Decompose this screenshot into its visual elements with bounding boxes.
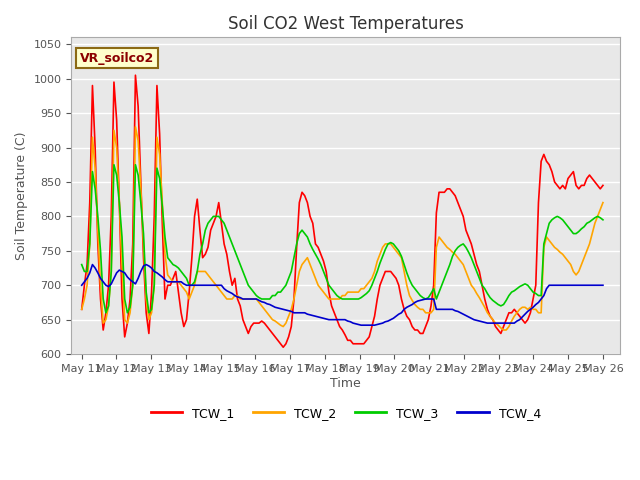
TCW_4 [548,282,556,288]
TCW_1 [108,214,115,219]
TCW_4 [220,286,228,291]
TCW_2 [529,306,537,312]
TCW_2 [355,289,362,295]
TCW_2 [548,241,556,247]
TCW_1 [494,327,502,333]
Legend: TCW_1, TCW_2, TCW_3, TCW_4: TCW_1, TCW_2, TCW_3, TCW_4 [146,402,546,424]
Y-axis label: Soil Temperature (C): Soil Temperature (C) [15,132,28,260]
X-axis label: Time: Time [330,377,361,390]
TCW_3 [599,217,607,223]
TCW_3 [529,289,537,295]
TCW_4 [110,276,118,281]
TCW_3 [494,301,502,307]
Line: TCW_2: TCW_2 [82,127,603,330]
TCW_3 [223,227,230,233]
Title: Soil CO2 West Temperatures: Soil CO2 West Temperatures [228,15,464,33]
TCW_2 [132,124,140,130]
TCW_1 [529,296,537,302]
TCW_3 [548,217,556,223]
TCW_2 [108,269,115,275]
TCW_1 [132,72,140,78]
TCW_3 [102,310,109,316]
TCW_4 [599,282,607,288]
TCW_2 [78,306,86,312]
TCW_4 [88,262,96,267]
TCW_2 [220,293,228,299]
TCW_1 [78,306,86,312]
TCW_4 [529,304,537,310]
TCW_1 [357,341,365,347]
TCW_2 [500,327,508,333]
TCW_2 [599,200,607,205]
TCW_4 [355,322,362,327]
TCW_3 [357,295,365,300]
TCW_1 [220,241,228,247]
TCW_1 [280,344,287,350]
TCW_4 [357,322,365,328]
TCW_1 [599,182,607,188]
TCW_3 [110,162,118,168]
TCW_1 [548,169,556,175]
Line: TCW_3: TCW_3 [82,165,603,313]
Text: VR_soilco2: VR_soilco2 [79,51,154,65]
TCW_2 [492,320,499,326]
Line: TCW_1: TCW_1 [82,75,603,347]
TCW_3 [113,172,120,178]
TCW_3 [78,262,86,267]
TCW_4 [78,282,86,288]
TCW_4 [494,320,502,326]
Line: TCW_4: TCW_4 [82,264,603,325]
